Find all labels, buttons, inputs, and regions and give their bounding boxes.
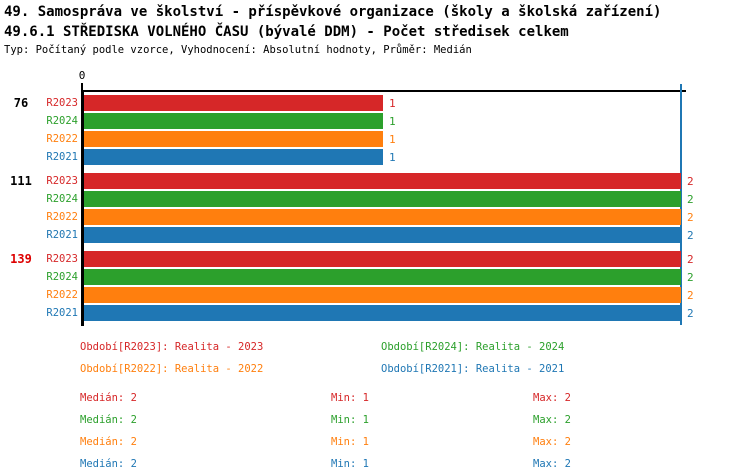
bar-row: R2022 2: [0, 209, 750, 225]
bar: [84, 173, 681, 189]
chart-title: 49.6.1 STŘEDISKA VOLNÉHO ČASU (bývalé DD…: [4, 24, 569, 40]
group-label-111: 111: [10, 174, 32, 188]
bar-value-label: 2: [687, 289, 694, 302]
series-label: R2022: [46, 211, 78, 223]
bar: [84, 209, 681, 225]
bar-row: R2021 1: [0, 149, 750, 165]
stat-median-r2021: Medián: 2: [80, 458, 137, 470]
bar: [84, 149, 383, 165]
series-label: R2023: [46, 175, 78, 187]
bar-row: R2023 2: [0, 173, 750, 189]
median-line: [680, 84, 682, 325]
series-label: R2021: [46, 229, 78, 241]
y-axis-line: [81, 90, 84, 326]
series-label: R2023: [46, 97, 78, 109]
stat-median-r2022: Medián: 2: [80, 436, 137, 448]
bar: [84, 227, 681, 243]
bar-row: R2024 2: [0, 191, 750, 207]
report-title: 49. Samospráva ve školství - příspěvkové…: [4, 4, 662, 20]
bar-row: R2022 1: [0, 131, 750, 147]
stat-max-r2022: Max: 2: [533, 436, 571, 448]
bar-value-label: 2: [687, 229, 694, 242]
legend-item-r2022: Období[R2022]: Realita - 2022: [80, 363, 264, 375]
bar-row: R2024 1: [0, 113, 750, 129]
stat-min-r2021: Min: 1: [331, 458, 369, 470]
bar-value-label: 1: [389, 151, 396, 164]
chart-subtitle: Typ: Počítaný podle vzorce, Vyhodnocení:…: [4, 44, 472, 56]
bar: [84, 113, 383, 129]
legend-item-r2024: Období[R2024]: Realita - 2024: [381, 341, 565, 353]
series-label: R2024: [46, 193, 78, 205]
x-axis-zero-tick: [81, 83, 83, 91]
bar-value-label: 1: [389, 115, 396, 128]
stat-median-r2024: Medián: 2: [80, 414, 137, 426]
series-label: R2024: [46, 271, 78, 283]
bar: [84, 269, 681, 285]
series-label: R2021: [46, 307, 78, 319]
stat-min-r2023: Min: 1: [331, 392, 369, 404]
bar: [84, 191, 681, 207]
bar: [84, 95, 383, 111]
series-label: R2023: [46, 253, 78, 265]
bar-value-label: 1: [389, 133, 396, 146]
series-label: R2021: [46, 151, 78, 163]
group-label-76: 76: [13, 96, 29, 110]
bar: [84, 287, 681, 303]
bar-row: R2021 2: [0, 305, 750, 321]
bar-value-label: 2: [687, 253, 694, 266]
legend-item-r2023: Období[R2023]: Realita - 2023: [80, 341, 264, 353]
stat-max-r2021: Max: 2: [533, 458, 571, 470]
stat-min-r2024: Min: 1: [331, 414, 369, 426]
group-label-139: 139: [10, 252, 32, 266]
bar-row: R2021 2: [0, 227, 750, 243]
x-axis-zero-label: 0: [78, 69, 86, 82]
bar-value-label: 2: [687, 211, 694, 224]
series-label: R2024: [46, 115, 78, 127]
series-label: R2022: [46, 289, 78, 301]
legend-item-r2021: Období[R2021]: Realita - 2021: [381, 363, 565, 375]
bar-row: R2023 2: [0, 251, 750, 267]
stat-min-r2022: Min: 1: [331, 436, 369, 448]
stat-median-r2023: Medián: 2: [80, 392, 137, 404]
bar-value-label: 2: [687, 193, 694, 206]
bar-value-label: 2: [687, 271, 694, 284]
series-label: R2022: [46, 133, 78, 145]
bar-row: R2022 2: [0, 287, 750, 303]
bar-value-label: 2: [687, 307, 694, 320]
bar: [84, 305, 681, 321]
stat-max-r2023: Max: 2: [533, 392, 571, 404]
bar-row: R2024 2: [0, 269, 750, 285]
bar: [84, 251, 681, 267]
bar: [84, 131, 383, 147]
bar-value-label: 1: [389, 97, 396, 110]
bar-row: R2023 1: [0, 95, 750, 111]
stat-max-r2024: Max: 2: [533, 414, 571, 426]
x-axis-line: [81, 90, 686, 92]
bar-value-label: 2: [687, 175, 694, 188]
